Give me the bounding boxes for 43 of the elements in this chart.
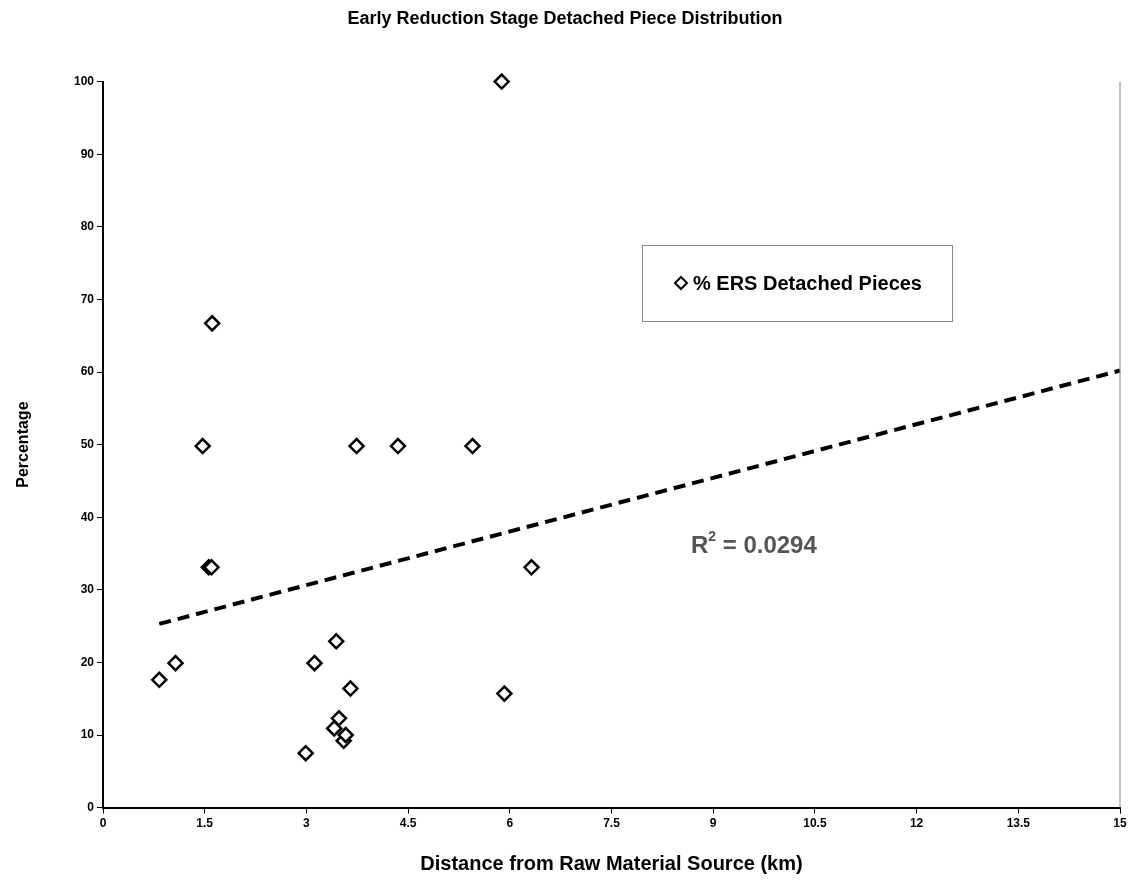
y-tick-label: 60 [80, 364, 95, 379]
y-tick-label: 100 [73, 73, 95, 88]
point [194, 437, 211, 455]
x-tick-label: 1.5 [196, 816, 214, 831]
x-tick-label: 7.5 [603, 816, 621, 831]
x-tick-label: 12 [909, 816, 924, 831]
point [389, 437, 407, 455]
y-tick-label: 10 [80, 727, 95, 742]
x-tick-label: 0 [99, 816, 107, 831]
x-tick-label: 10.5 [803, 816, 827, 831]
legend-label: % ERS Detached Pieces [693, 271, 922, 295]
point [493, 73, 510, 90]
x-tick-label: 13.5 [1006, 816, 1031, 831]
point [348, 437, 365, 455]
point [523, 559, 540, 576]
y-tick-label: 0 [87, 799, 95, 814]
point [167, 654, 184, 672]
x-tick-label: 9 [709, 816, 717, 831]
point [325, 720, 343, 737]
y-tick-label: 80 [80, 219, 95, 234]
point [330, 710, 348, 727]
point [297, 744, 314, 762]
y-tick-label: 30 [80, 582, 95, 597]
x-tick-label: 3 [303, 816, 311, 831]
y-tick-label: 70 [80, 291, 95, 306]
y-tick-label: 90 [80, 146, 95, 161]
x-tick-label: 15 [1113, 816, 1127, 831]
point [306, 654, 323, 672]
y-tick-label: 50 [80, 436, 95, 451]
point [464, 437, 481, 455]
y-tick-label: 20 [80, 654, 95, 669]
x-tick-label: 6 [506, 816, 514, 831]
chart-title: Early Reduction Stage Detached Piece Distribution [347, 7, 783, 28]
y-tick-label: 40 [80, 509, 95, 524]
x-tick-label: 4.5 [399, 816, 417, 831]
point [327, 633, 345, 650]
x-axis-title: Distance from Raw Material Source (km) [420, 851, 803, 874]
point [151, 671, 168, 689]
point [337, 726, 354, 744]
point [203, 315, 221, 332]
y-axis-title: Percentage [14, 401, 32, 488]
point [496, 685, 513, 702]
point [342, 680, 359, 697]
